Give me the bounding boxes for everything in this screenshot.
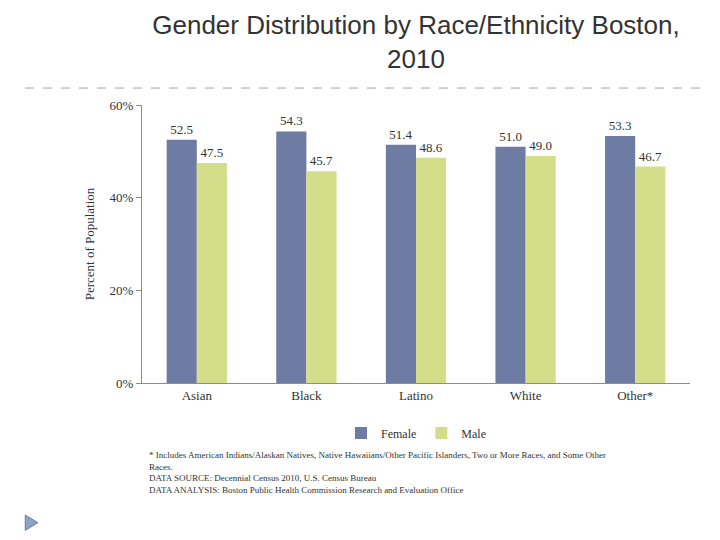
svg-text:20%: 20% — [110, 283, 134, 298]
svg-text:45.7: 45.7 — [310, 153, 333, 168]
svg-text:49.0: 49.0 — [529, 138, 552, 153]
svg-text:47.5: 47.5 — [200, 145, 223, 160]
svg-text:0%: 0% — [116, 376, 134, 391]
svg-text:60%: 60% — [110, 98, 134, 113]
svg-text:* Includes American Indians/Al: * Includes American Indians/Alaskan Nati… — [149, 450, 606, 495]
svg-text:48.6: 48.6 — [419, 140, 442, 155]
svg-text:40%: 40% — [110, 190, 134, 205]
svg-text:46.7: 46.7 — [639, 149, 662, 164]
svg-text:52.5: 52.5 — [170, 122, 193, 137]
svg-text:Latino: Latino — [399, 388, 433, 403]
svg-text:51.4: 51.4 — [389, 127, 412, 142]
svg-text:51.0: 51.0 — [499, 129, 522, 144]
svg-text:54.3: 54.3 — [280, 113, 303, 128]
svg-text:Asian: Asian — [182, 388, 213, 403]
svg-text:Male: Male — [461, 427, 486, 441]
svg-text:Percent of Population: Percent of Population — [82, 187, 97, 300]
svg-text:Black: Black — [291, 388, 322, 403]
svg-text:53.3: 53.3 — [609, 118, 632, 133]
svg-text:White: White — [510, 388, 542, 403]
svg-text:Female: Female — [381, 427, 416, 441]
svg-text:Gender Distribution by Race/Et: Gender Distribution by Race/Ethnicity Bo… — [152, 10, 679, 74]
svg-text:Other*: Other* — [617, 388, 653, 403]
